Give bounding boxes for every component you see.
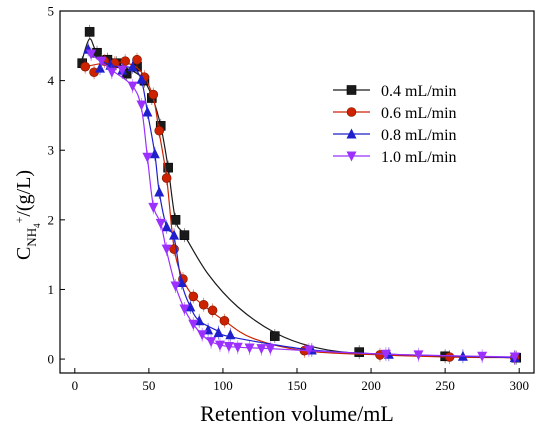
data-point bbox=[244, 343, 255, 354]
x-tick-label: 100 bbox=[213, 378, 233, 393]
axes: 0 50 100 150 200 250 300 0 1 2 3 4 5 bbox=[48, 4, 535, 393]
data-point bbox=[170, 281, 181, 292]
data-point bbox=[117, 65, 128, 76]
legend-label: 0.8 mL/min bbox=[381, 127, 457, 144]
data-point bbox=[136, 73, 147, 84]
series-3 bbox=[83, 42, 520, 365]
x-tick-label: 50 bbox=[142, 378, 155, 393]
y-tick-label: 2 bbox=[48, 212, 55, 227]
data-point bbox=[142, 152, 153, 163]
legend-marker bbox=[346, 85, 357, 95]
legend-marker bbox=[346, 128, 357, 139]
data-point bbox=[96, 56, 107, 67]
data-point bbox=[148, 202, 159, 213]
y-label-rest: /(g/L) bbox=[13, 170, 35, 217]
data-point bbox=[94, 62, 105, 73]
legend: 0.4 mL/min 0.6 mL/min 0.8 mL/min 1.0 mL/min bbox=[333, 83, 457, 166]
data-point bbox=[149, 148, 160, 159]
data-point bbox=[225, 329, 236, 340]
data-point bbox=[444, 352, 455, 362]
data-point bbox=[154, 186, 165, 197]
legend-item-4: 1.0 mL/min bbox=[333, 149, 457, 166]
data-point bbox=[142, 106, 153, 117]
legend-marker bbox=[346, 107, 357, 117]
legend-label: 1.0 mL/min bbox=[381, 149, 457, 166]
y-axis-label: CNH4 +/(g/L) bbox=[12, 170, 42, 260]
y-label-sup: + bbox=[12, 216, 26, 223]
legend-item-1: 0.4 mL/min bbox=[333, 83, 457, 100]
data-point bbox=[163, 162, 173, 173]
data-point bbox=[106, 67, 117, 78]
data-point bbox=[136, 100, 147, 111]
x-tick-label: 250 bbox=[435, 378, 455, 393]
y-label-subsub: 4 bbox=[32, 223, 42, 228]
data-point bbox=[155, 218, 166, 229]
y-tick-label: 1 bbox=[48, 282, 55, 297]
y-tick-label: 0 bbox=[48, 352, 55, 367]
data-point bbox=[179, 230, 190, 240]
x-tick-label: 200 bbox=[361, 378, 381, 393]
data-point bbox=[213, 327, 224, 338]
data-point bbox=[354, 347, 365, 357]
data-point bbox=[207, 305, 218, 316]
data-point bbox=[120, 56, 130, 66]
data-point bbox=[80, 61, 90, 72]
x-axis-label: Retention volume/mL bbox=[200, 401, 394, 426]
data-point bbox=[179, 304, 190, 315]
data-point bbox=[477, 351, 488, 362]
legend-item-2: 0.6 mL/min bbox=[333, 105, 457, 122]
data-point bbox=[188, 291, 199, 302]
data-point bbox=[154, 125, 165, 136]
data-point bbox=[413, 350, 424, 361]
series-4 bbox=[86, 47, 520, 364]
data-point bbox=[219, 315, 230, 326]
data-point bbox=[185, 301, 196, 312]
data-point bbox=[86, 49, 97, 60]
data-point bbox=[170, 215, 181, 225]
legend-label: 0.4 mL/min bbox=[381, 83, 457, 100]
data-point bbox=[265, 344, 276, 355]
data-point bbox=[198, 299, 209, 310]
data-point bbox=[84, 27, 95, 37]
data-point bbox=[197, 330, 208, 341]
legend-label: 0.6 mL/min bbox=[381, 105, 457, 122]
data-point bbox=[127, 61, 138, 72]
y-label-main: C bbox=[13, 247, 35, 260]
x-tick-label: 150 bbox=[287, 378, 307, 393]
data-point bbox=[256, 344, 267, 355]
x-tick-label: 300 bbox=[509, 378, 529, 393]
data-point bbox=[380, 349, 391, 360]
data-point bbox=[214, 340, 225, 351]
data-point bbox=[148, 89, 159, 100]
data-point bbox=[188, 319, 199, 330]
data-point bbox=[132, 54, 142, 65]
data-point bbox=[509, 352, 520, 363]
legend-item-3: 0.8 mL/min bbox=[333, 127, 457, 144]
series-layer bbox=[77, 24, 522, 365]
x-tick-label: 0 bbox=[72, 378, 79, 393]
data-point bbox=[269, 331, 280, 341]
y-tick-label: 3 bbox=[48, 143, 55, 158]
data-point bbox=[303, 345, 314, 356]
data-point bbox=[206, 337, 217, 348]
data-point bbox=[161, 244, 172, 255]
data-point bbox=[232, 342, 243, 353]
legend-marker bbox=[346, 151, 357, 162]
y-label-sub: NH bbox=[24, 228, 39, 247]
data-point bbox=[223, 342, 234, 353]
data-point bbox=[161, 221, 172, 232]
data-point bbox=[127, 81, 138, 92]
y-tick-label: 5 bbox=[48, 4, 55, 19]
data-point bbox=[161, 173, 172, 183]
data-point bbox=[169, 229, 180, 240]
y-tick-label: 4 bbox=[48, 73, 55, 88]
